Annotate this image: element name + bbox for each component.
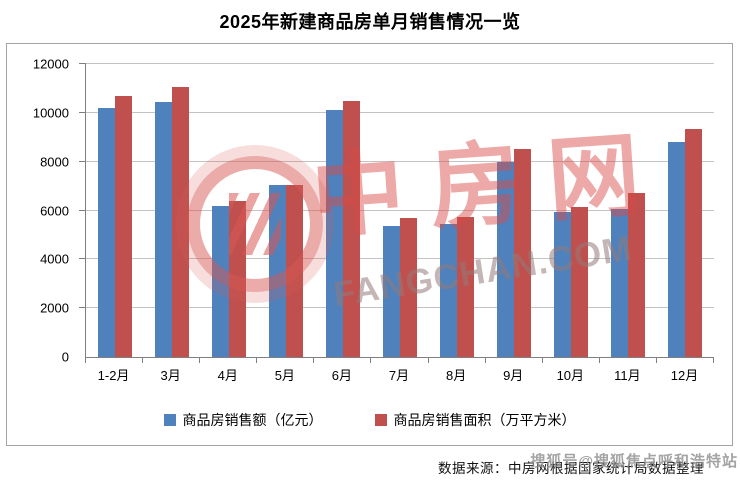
bar-group bbox=[200, 64, 257, 357]
x-tick-label: 8月 bbox=[445, 368, 467, 383]
x-tick-label: 6月 bbox=[331, 368, 353, 383]
bar-area bbox=[285, 184, 303, 357]
x-tick bbox=[257, 358, 315, 363]
bar-area bbox=[457, 216, 475, 357]
y-axis-labels: 0 2000 4000 6000 8000 10000 12000 bbox=[7, 58, 77, 364]
bar-sales bbox=[154, 101, 172, 357]
bar-group bbox=[371, 64, 428, 357]
bar-area bbox=[685, 128, 703, 357]
bar-area bbox=[171, 87, 189, 357]
bar-group bbox=[314, 64, 371, 357]
bar-group bbox=[600, 64, 657, 357]
x-tick bbox=[543, 358, 600, 363]
bar-sales bbox=[325, 110, 343, 357]
x-tick-label: 10月 bbox=[556, 368, 585, 383]
bar-sales bbox=[554, 211, 572, 357]
x-tick-label: 5月 bbox=[274, 368, 295, 383]
bar-area bbox=[114, 95, 132, 357]
x-tick bbox=[486, 358, 543, 363]
bar-group bbox=[486, 64, 543, 357]
bar-area bbox=[342, 100, 360, 357]
bar-sales bbox=[211, 205, 229, 357]
bar-group bbox=[429, 64, 486, 357]
bar-sales bbox=[383, 226, 401, 357]
x-tick bbox=[143, 358, 201, 363]
plot-area bbox=[79, 63, 714, 358]
bar-area bbox=[628, 193, 646, 357]
bar-group bbox=[86, 64, 143, 357]
bar-sales bbox=[611, 209, 629, 357]
chart-title: 2025年新建商品房单月销售情况一览 bbox=[219, 12, 521, 32]
y-tick-label: 4000 bbox=[40, 251, 69, 267]
bar-area bbox=[400, 217, 418, 357]
legend-item-area: 商品房销售面积（万平方米） bbox=[374, 410, 576, 430]
x-tick bbox=[429, 358, 486, 363]
legend-swatch-sales bbox=[163, 414, 176, 426]
bar-group bbox=[143, 64, 200, 357]
bar-group bbox=[543, 64, 600, 357]
y-tick-label: 6000 bbox=[40, 203, 69, 218]
x-tick-label: 11月 bbox=[614, 368, 641, 383]
y-tick-label: 12000 bbox=[32, 56, 69, 72]
y-tick-label: 2000 bbox=[40, 300, 69, 316]
bar-group bbox=[257, 64, 314, 357]
legend-item-sales: 商品房销售额（亿元） bbox=[163, 410, 323, 430]
bar-sales bbox=[668, 142, 686, 357]
y-tick-label: 0 bbox=[61, 349, 69, 365]
x-tick-label: 12月 bbox=[670, 368, 699, 383]
gridline bbox=[79, 160, 714, 162]
bar-group bbox=[657, 64, 714, 357]
bar-sales bbox=[97, 107, 115, 357]
legend-label-sales: 商品房销售额（亿元） bbox=[182, 412, 323, 428]
x-ticks bbox=[85, 358, 715, 363]
bar-area bbox=[571, 206, 589, 357]
x-axis-labels: 1-2月 3月 4月 5月 6月 7月 8月 9月 10月 11月 12月 bbox=[85, 365, 713, 384]
x-tick-label: 3月 bbox=[160, 368, 181, 383]
bar-area bbox=[228, 200, 246, 357]
bar-area bbox=[514, 149, 532, 357]
source-note: 数据来源：中房网根据国家统计局数据整理 bbox=[438, 461, 704, 476]
x-tick-label: 1-2月 bbox=[97, 368, 130, 383]
bar-groups bbox=[86, 64, 714, 357]
bar-sales bbox=[497, 161, 515, 357]
gridline bbox=[79, 63, 714, 64]
x-tick bbox=[86, 358, 144, 363]
x-tick-label: 4月 bbox=[217, 368, 238, 383]
y-tick-label: 10000 bbox=[32, 105, 69, 121]
y-tick-label: 8000 bbox=[40, 154, 69, 170]
x-tick bbox=[200, 358, 258, 363]
gridline bbox=[79, 111, 714, 113]
chart-frame: 0 2000 4000 6000 8000 10000 12000 1-2月 3月 4月 5月 6月… bbox=[6, 43, 733, 446]
x-tick bbox=[371, 358, 429, 363]
x-tick bbox=[314, 358, 372, 363]
x-tick-label: 9月 bbox=[503, 368, 524, 383]
x-tick bbox=[600, 358, 657, 363]
sohu-watermark: 搜狐号@搜狐焦点呼和浩特站 bbox=[530, 453, 738, 470]
bar-sales bbox=[268, 184, 286, 357]
x-tick bbox=[657, 358, 715, 363]
bar-sales bbox=[440, 223, 458, 357]
legend: 商品房销售额（亿元） 商品房销售面积（万平方米） bbox=[7, 410, 732, 430]
gridline bbox=[79, 209, 714, 211]
legend-label-area: 商品房销售面积（万平方米） bbox=[393, 412, 576, 428]
legend-swatch-area bbox=[374, 414, 387, 426]
x-tick-label: 7月 bbox=[388, 368, 410, 383]
